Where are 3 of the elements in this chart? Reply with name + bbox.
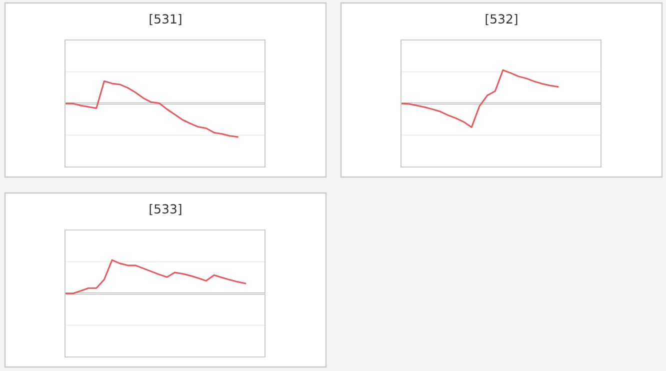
chart-title: [531]: [150, 14, 182, 26]
chart-title: [533]: [150, 204, 182, 216]
chart-title: [532]: [486, 14, 518, 26]
